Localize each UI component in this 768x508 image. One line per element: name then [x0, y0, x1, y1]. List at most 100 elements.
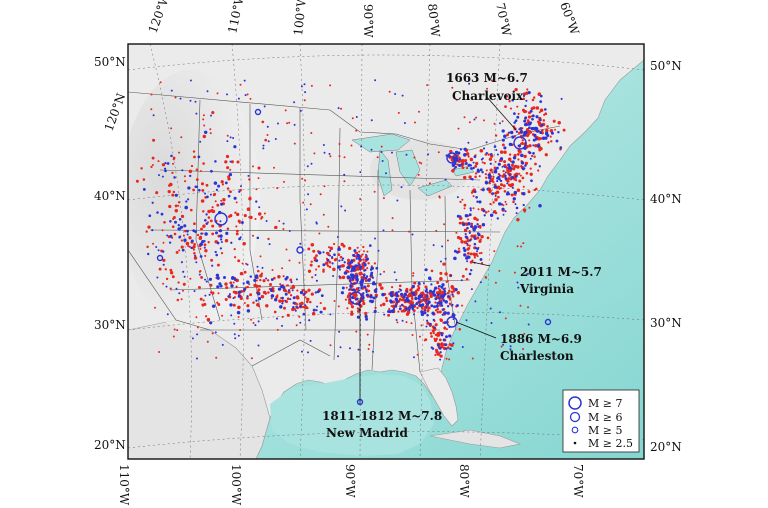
earthquake-event: [426, 321, 430, 325]
earthquake-event: [313, 256, 317, 260]
earthquake-event: [190, 164, 194, 168]
earthquake-event: [267, 237, 270, 241]
earthquake-event: [504, 210, 507, 213]
earthquake-event: [495, 149, 498, 151]
earthquake-event: [392, 307, 396, 310]
earthquake-event: [169, 182, 173, 187]
earthquake-event: [470, 191, 474, 194]
earthquake-event: [470, 177, 473, 181]
earthquake-event: [168, 204, 172, 209]
earthquake-event: [476, 169, 480, 173]
earthquake-event: [546, 125, 549, 128]
earthquake-event: [465, 235, 468, 239]
earthquake-event: [235, 225, 238, 228]
earthquake-event: [518, 131, 521, 135]
earthquake-event: [475, 195, 478, 199]
earthquake-event: [211, 291, 215, 295]
earthquake-event: [529, 157, 532, 160]
earthquake-event: [420, 294, 424, 298]
earthquake-event: [478, 200, 482, 204]
earthquake-event: [281, 267, 284, 270]
earthquake-event: [229, 168, 232, 171]
earthquake-event: [417, 300, 421, 304]
earthquake-event: [247, 174, 250, 177]
earthquake-event: [162, 241, 165, 244]
earthquake-event: [452, 342, 455, 345]
earthquake-event: [359, 280, 363, 285]
earthquake-event: [209, 128, 212, 131]
earthquake-event: [236, 160, 240, 164]
earthquake-event: [539, 108, 544, 113]
earthquake-event: [349, 284, 353, 288]
earthquake-event: [217, 303, 221, 306]
earthquake-event: [292, 301, 296, 305]
earthquake-event: [292, 296, 296, 300]
earthquake-event: [199, 297, 203, 301]
earthquake-event: [258, 284, 262, 288]
earthquake-event: [314, 274, 317, 276]
earthquake-event: [531, 126, 535, 131]
earthquake-event: [263, 212, 266, 215]
earthquake-event: [527, 190, 531, 194]
earthquake-event: [530, 154, 534, 158]
earthquake-event: [310, 292, 314, 296]
earthquake-event: [302, 312, 306, 316]
earthquake-event: [448, 358, 451, 361]
earthquake-event: [449, 274, 452, 277]
earthquake-event: [433, 289, 436, 293]
earthquake-event: [148, 214, 152, 218]
earthquake-event: [344, 298, 347, 301]
earthquake-event: [327, 246, 331, 249]
earthquake-event: [309, 339, 312, 342]
earthquake-event: [451, 169, 455, 173]
earthquake-event: [546, 134, 550, 137]
earthquake-event: [206, 340, 209, 343]
earthquake-event: [364, 311, 368, 316]
earthquake-event: [174, 193, 178, 197]
earthquake-event: [463, 253, 467, 257]
earthquake-event: [217, 292, 220, 295]
earthquake-event: [467, 221, 471, 226]
earthquake-event: [515, 212, 518, 215]
earthquake-event: [501, 165, 504, 168]
earthquake-event: [374, 306, 377, 310]
earthquake-event: [178, 249, 181, 252]
earthquake-event: [234, 291, 237, 294]
earthquake-event: [370, 148, 373, 151]
earthquake-event: [400, 186, 403, 189]
earthquake-event: [202, 224, 206, 228]
earthquake-event: [349, 347, 351, 350]
earthquake-event: [442, 262, 446, 266]
earthquake-event: [222, 198, 226, 202]
earthquake-event: [260, 217, 263, 220]
earthquake-event: [221, 314, 224, 317]
earthquake-event: [436, 331, 440, 336]
earthquake-event: [351, 295, 355, 300]
earthquake-event: [288, 230, 291, 232]
earthquake-event: [445, 335, 448, 339]
earthquake-event: [469, 252, 473, 256]
earthquake-event: [471, 357, 474, 360]
earthquake-event: [209, 193, 212, 196]
earthquake-event: [249, 293, 253, 297]
earthquake-event: [518, 128, 521, 131]
earthquake-event: [177, 204, 180, 207]
earthquake-event: [152, 138, 156, 142]
earthquake-event: [173, 232, 177, 236]
earthquake-event: [542, 119, 546, 122]
earthquake-event: [453, 167, 456, 170]
earthquake-event: [219, 247, 223, 250]
earthquake-event: [322, 268, 325, 272]
earthquake-event: [198, 273, 201, 276]
earthquake-event: [504, 105, 507, 108]
earthquake-event: [249, 275, 253, 278]
earthquake-event: [283, 180, 285, 183]
earthquake-event: [473, 256, 476, 259]
earthquake-event: [483, 161, 486, 165]
earthquake-event: [439, 277, 443, 281]
earthquake-event: [346, 266, 349, 269]
earthquake-event: [433, 305, 436, 309]
earthquake-event: [315, 254, 318, 257]
earthquake-event: [410, 297, 414, 300]
earthquake-event: [535, 137, 538, 140]
